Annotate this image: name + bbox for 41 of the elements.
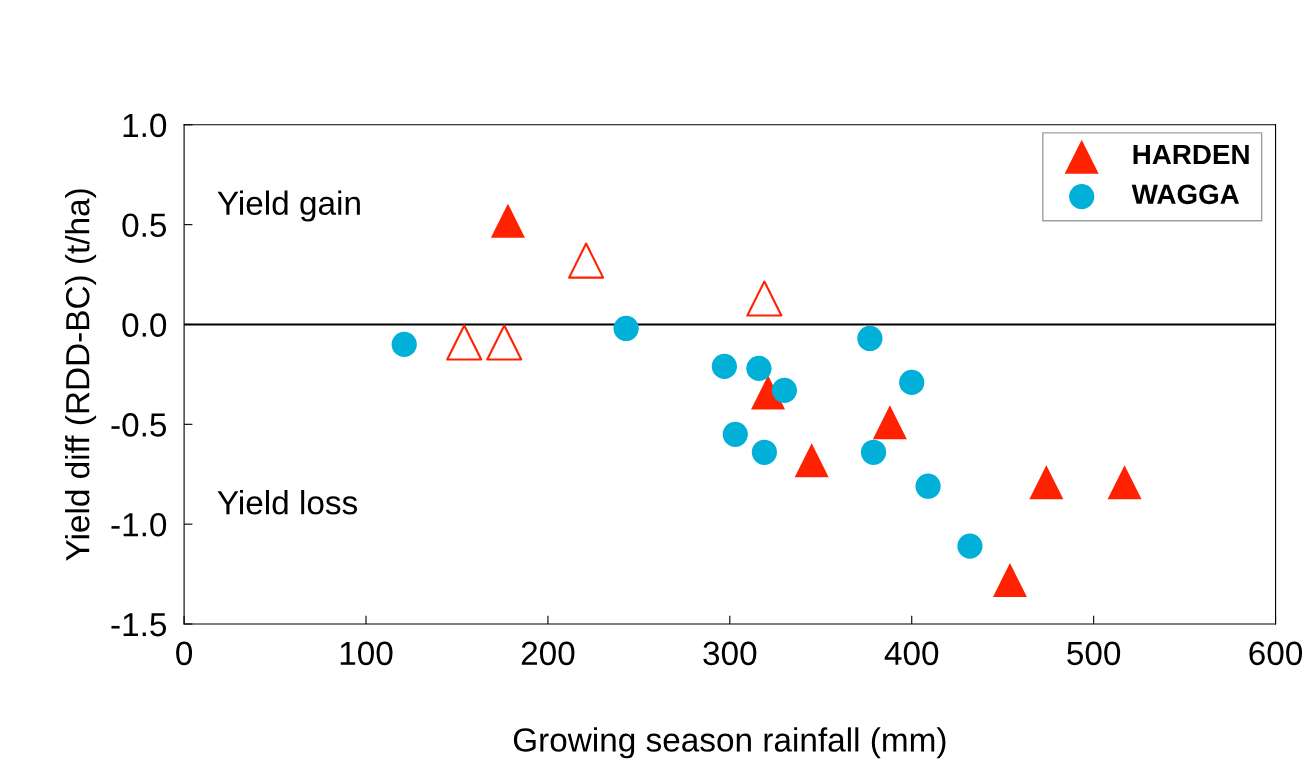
x-tick-label: 300 <box>703 641 757 666</box>
point <box>613 315 639 342</box>
point <box>1107 465 1142 500</box>
point <box>915 473 941 499</box>
point <box>391 331 417 358</box>
point <box>872 405 907 440</box>
point <box>957 533 983 559</box>
y-tick-label: 0.5 <box>122 213 167 238</box>
annotation: Yield loss <box>217 490 358 515</box>
x-tick-label: 0 <box>176 641 193 666</box>
y-tick-label: 0.0 <box>122 313 167 337</box>
y-axis-title: Yield diff (RDD-BC) (t/ha) <box>65 189 97 561</box>
point <box>486 324 523 361</box>
point <box>794 443 829 478</box>
y-tick-label: -1.5 <box>111 613 167 637</box>
point <box>751 439 777 465</box>
legend-label: WAGGA <box>1131 184 1240 205</box>
y-tick-label: 1.0 <box>123 113 167 138</box>
y-tick-label: -1.0 <box>111 512 167 537</box>
legend-label: HARDEN <box>1133 144 1249 165</box>
point <box>857 325 883 352</box>
y-tick-label: -0.5 <box>111 413 167 437</box>
point <box>722 421 748 447</box>
point <box>899 369 925 395</box>
point <box>490 203 525 238</box>
point <box>992 563 1027 598</box>
annotation: Yield gain <box>217 190 360 222</box>
point <box>746 355 772 382</box>
x-axis-title: Growing season rainfall (mm) <box>513 727 946 759</box>
x-tick-label: 500 <box>1067 641 1121 666</box>
point <box>771 377 798 403</box>
x-tick-label: 600 <box>1249 641 1303 666</box>
point <box>568 242 605 279</box>
point <box>746 280 783 317</box>
x-tick-label: 100 <box>340 641 393 666</box>
point <box>860 439 887 465</box>
x-tick-label: 400 <box>884 641 939 666</box>
point <box>446 324 483 361</box>
point <box>1029 465 1064 500</box>
point <box>711 353 737 380</box>
x-tick-label: 200 <box>521 641 575 666</box>
